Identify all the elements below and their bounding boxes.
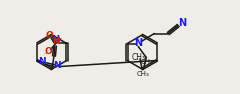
Text: ⁻: ⁻	[45, 36, 48, 41]
Text: +: +	[57, 36, 62, 41]
Text: CH₃: CH₃	[137, 72, 150, 77]
Text: O: O	[45, 47, 53, 56]
Text: N: N	[51, 35, 60, 45]
Text: CH₃: CH₃	[132, 53, 146, 61]
Text: N: N	[38, 57, 46, 66]
Text: N: N	[52, 37, 60, 46]
Text: N: N	[134, 39, 142, 49]
Text: CH₂: CH₂	[141, 58, 154, 64]
Text: O: O	[46, 31, 54, 40]
Text: N: N	[178, 17, 186, 28]
Text: N: N	[54, 61, 61, 70]
Text: ⁻: ⁻	[44, 53, 48, 58]
